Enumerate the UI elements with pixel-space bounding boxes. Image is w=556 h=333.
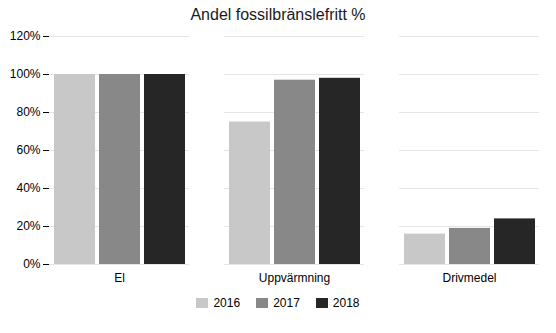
svg-text:80%: 80% (16, 105, 40, 119)
svg-text:Uppvärmning: Uppvärmning (259, 271, 330, 285)
svg-text:40%: 40% (16, 181, 40, 195)
svg-text:120%: 120% (10, 29, 41, 43)
html-text:Andel fossilbränslefritt %: Andel fossilbränslefritt % (190, 6, 366, 23)
svg-text:20%: 20% (16, 219, 40, 233)
html-text:2017: 2017 (273, 296, 300, 310)
svg-text:100%: 100% (10, 67, 41, 81)
svg-text:60%: 60% (16, 143, 40, 157)
svg-text:0%: 0% (23, 257, 41, 271)
html-text:2016: 2016 (213, 296, 241, 310)
html-text:2018: 2018 (332, 296, 360, 310)
svg-text:Drivmedel: Drivmedel (442, 271, 496, 285)
svg-text:El: El (114, 271, 125, 285)
